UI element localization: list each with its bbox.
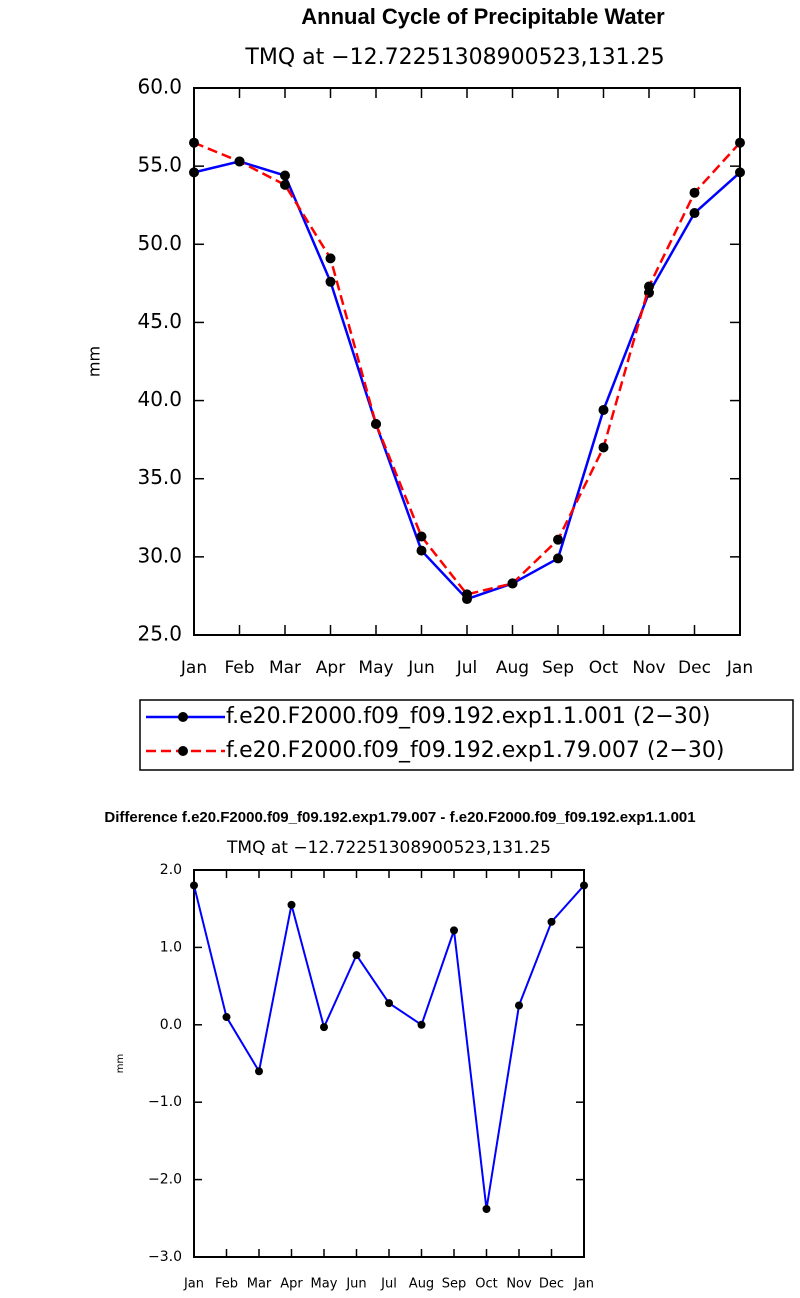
y-tick-label: 60.0	[137, 75, 182, 99]
y-tick-label: 40.0	[137, 387, 182, 411]
data-point	[580, 881, 588, 890]
y-tick-label: 2.0	[160, 862, 182, 878]
x-tick-label: Jan	[726, 658, 753, 678]
data-point	[462, 589, 472, 600]
x-tick-label: Jan	[183, 1277, 204, 1292]
data-point	[385, 999, 393, 1008]
x-tick-label: Mar	[269, 658, 301, 678]
y-tick-label: 0.0	[160, 1017, 182, 1033]
x-tick-label: Jan	[573, 1277, 594, 1292]
legend-label: f.e20.F2000.f09_f09.192.exp1.79.007 (2−3…	[226, 738, 724, 763]
y-tick-label: −3.0	[148, 1249, 182, 1265]
data-point	[598, 442, 609, 453]
data-point	[234, 156, 245, 167]
x-tick-label: Sep	[542, 658, 574, 678]
data-point	[280, 179, 290, 190]
chart-subtitle: TMQ at −12.72251308900523,131.25	[226, 838, 551, 858]
x-tick-label: Oct	[589, 658, 619, 678]
x-tick-label: Dec	[539, 1277, 564, 1292]
data-point	[735, 167, 745, 178]
series-line	[193, 160, 741, 601]
data-point	[416, 531, 427, 542]
x-tick-label: Mar	[247, 1277, 272, 1292]
chart-title: Difference f.e20.F2000.f09_f09.192.exp1.…	[104, 809, 695, 826]
legend-marker	[178, 746, 188, 756]
x-tick-label: Feb	[215, 1277, 238, 1292]
x-tick-label: Aug	[496, 658, 529, 678]
x-tick-label: Jun	[345, 1277, 366, 1292]
x-tick-label: May	[358, 658, 393, 678]
y-tick-label: 1.0	[160, 939, 182, 955]
plot-frame	[193, 869, 585, 1258]
chart-subtitle: TMQ at −12.72251308900523,131.25	[244, 45, 664, 70]
x-tick-label: Aug	[409, 1277, 434, 1292]
data-point	[553, 534, 563, 545]
data-point	[450, 926, 458, 935]
y-tick-label: 55.0	[137, 153, 182, 177]
y-tick-label: −1.0	[148, 1094, 182, 1110]
x-tick-label: Apr	[280, 1277, 303, 1292]
y-axis-label: mm	[85, 346, 104, 377]
x-tick-label: Sep	[442, 1277, 467, 1292]
data-point	[417, 1020, 426, 1029]
data-point	[644, 281, 654, 292]
x-tick-label: Jun	[407, 658, 435, 678]
x-tick-label: Nov	[506, 1277, 532, 1292]
data-point	[320, 1023, 328, 1032]
y-tick-label: 45.0	[137, 309, 182, 333]
legend-marker	[178, 712, 188, 722]
x-tick-label: Feb	[224, 658, 254, 678]
x-tick-label: Oct	[475, 1277, 497, 1292]
data-point	[507, 578, 518, 589]
data-point	[371, 419, 381, 430]
y-tick-label: 50.0	[137, 231, 182, 255]
data-point	[189, 167, 199, 178]
y-tick-label: −2.0	[148, 1172, 182, 1188]
y-axis-label: mm	[115, 1054, 126, 1073]
data-point	[280, 170, 290, 181]
series-line	[193, 141, 741, 596]
data-point	[547, 917, 556, 926]
y-tick-label: 30.0	[137, 543, 182, 567]
x-tick-label: Nov	[632, 658, 665, 678]
legend-box	[139, 699, 794, 771]
data-point	[735, 137, 745, 148]
data-point	[482, 1205, 491, 1214]
data-point	[287, 900, 296, 909]
data-point	[689, 187, 700, 198]
legend-label: f.e20.F2000.f09_f09.192.exp1.1.001 (2−30…	[226, 704, 710, 729]
x-tick-label: Apr	[316, 658, 345, 678]
data-point	[325, 253, 336, 264]
plot-frame	[193, 87, 741, 636]
data-point	[190, 881, 198, 890]
data-point	[598, 404, 609, 415]
data-point	[325, 276, 336, 287]
data-point	[689, 208, 700, 219]
series-line	[193, 884, 585, 1210]
data-point	[189, 137, 199, 148]
x-tick-label: May	[311, 1277, 338, 1292]
y-tick-label: 35.0	[137, 465, 182, 489]
x-tick-label: Dec	[678, 658, 711, 678]
data-point	[515, 1001, 523, 1010]
data-point	[416, 545, 427, 556]
y-tick-label: 25.0	[137, 622, 182, 646]
data-point	[352, 951, 361, 960]
x-tick-label: Jul	[380, 1277, 397, 1292]
data-point	[553, 553, 563, 564]
x-tick-label: Jan	[180, 658, 207, 678]
x-tick-label: Jul	[456, 658, 478, 678]
chart-title: Annual Cycle of Precipitable Water	[301, 4, 665, 29]
data-point	[222, 1013, 231, 1022]
data-point	[255, 1067, 263, 1076]
